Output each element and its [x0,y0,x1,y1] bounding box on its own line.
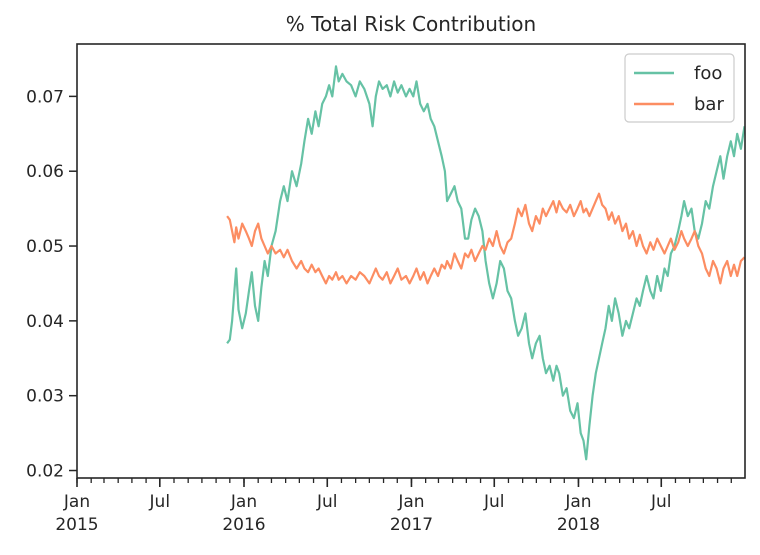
legend: foo bar [624,53,735,123]
x-tick-label: Jul [650,492,672,512]
y-tick-label: 0.03 [26,387,64,407]
y-axis: 0.02 0.03 0.04 0.05 0.06 0.07 [26,87,77,482]
y-tick-label: 0.04 [26,312,64,332]
x-tick-label: Jul [316,492,338,512]
y-tick-label: 0.07 [26,87,64,107]
x-tick-label: Jan 2017 [390,492,433,535]
x-tick-label: Jan 2018 [557,492,600,535]
legend-label-bar: bar [694,94,724,115]
series-line-foo [226,65,746,461]
x-tick-label: Jan 2016 [222,492,265,535]
y-tick-label: 0.05 [26,237,64,257]
x-axis: Jan 2015 Jul Jan 2016 Jul Jan 2017 Jul Jan 2018 Jul [55,478,732,535]
x-tick-label: Jan 2015 [55,492,98,535]
x-tick-label: Jul [149,492,171,512]
x-tick-label: Jul [483,492,505,512]
y-tick-label: 0.02 [26,462,64,482]
series-line-bar [226,192,746,285]
chart-title: % Total Risk Contribution [286,12,536,36]
y-tick-label: 0.06 [26,162,64,182]
legend-label-foo: foo [694,63,722,84]
plot-area [226,65,746,461]
plot-frame [76,43,746,479]
